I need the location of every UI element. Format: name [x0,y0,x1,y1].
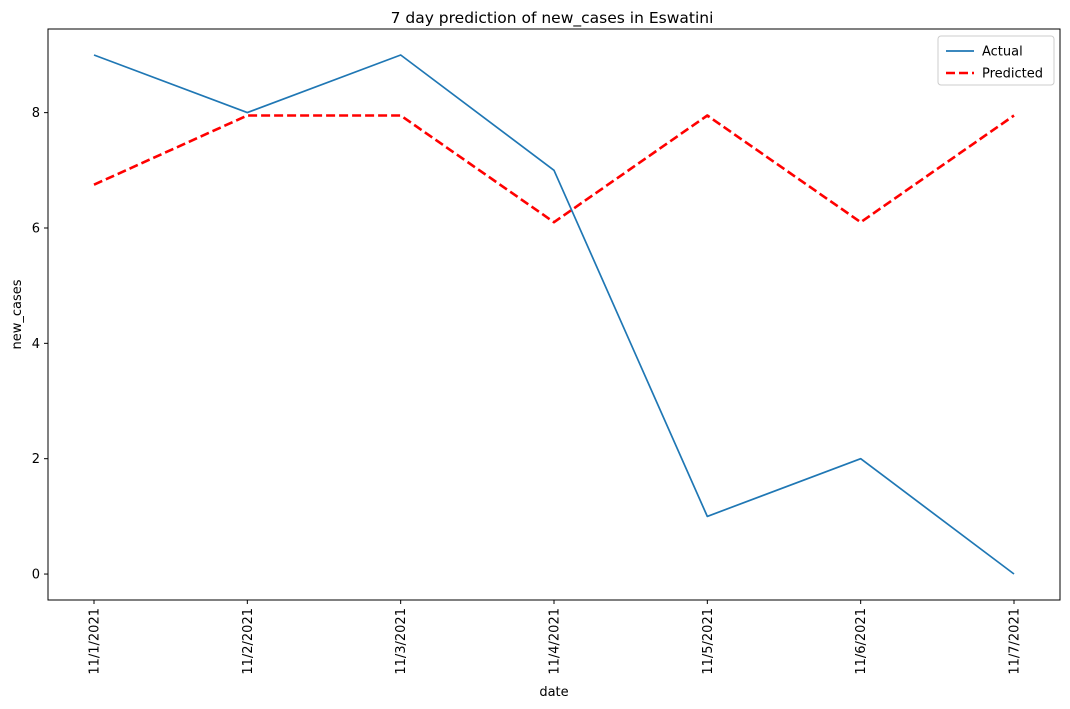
y-axis: 0 2 4 6 8 [32,106,48,583]
legend-label-actual: Actual [982,45,1023,60]
x-axis-label: date [539,685,568,700]
series-line-actual [93,54,1015,575]
y-tick-label: 0 [32,568,40,583]
legend-label-predicted: Predicted [982,67,1043,82]
x-tick-label: 11/6/2021 [854,608,869,675]
legend: Actual Predicted [937,35,1055,86]
x-tick-label: 11/2/2021 [241,608,256,675]
y-tick-label: 2 [32,452,40,467]
chart-title: 7 day prediction of new_cases in Eswatin… [391,9,714,28]
y-tick-label: 8 [32,106,40,121]
x-tick-label: 11/5/2021 [701,608,716,675]
x-tick-label: 11/7/2021 [1008,608,1023,675]
plot-area [47,28,1061,601]
x-tick-label: 11/3/2021 [394,608,409,675]
series-line-predicted [93,114,1015,224]
y-axis-label: new_cases [10,279,25,349]
y-tick-label: 6 [32,221,40,236]
series-layer [93,54,1015,575]
x-axis: 11/1/2021 11/2/2021 11/3/2021 11/4/2021 11/5… [88,600,1023,675]
y-tick-label: 4 [32,337,40,352]
x-tick-label: 11/4/2021 [548,608,563,675]
x-tick-label: 11/1/2021 [88,608,103,675]
